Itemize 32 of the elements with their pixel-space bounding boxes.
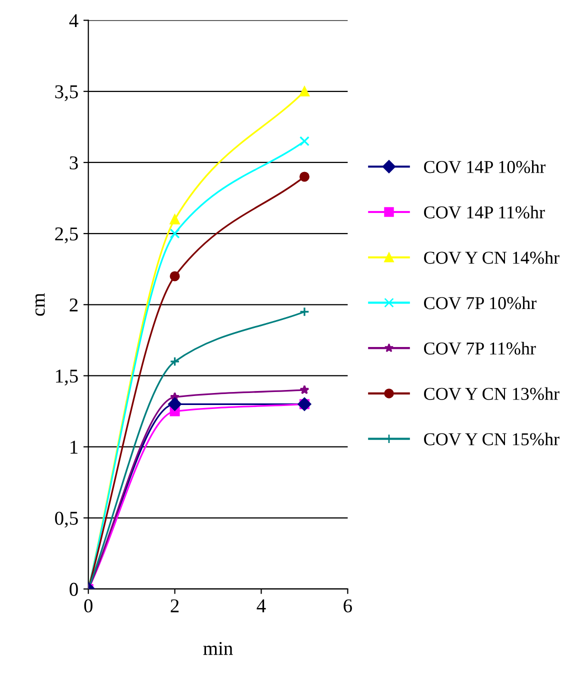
point: [300, 384, 310, 394]
point: [299, 136, 310, 146]
point: [170, 214, 180, 224]
point: [299, 86, 310, 96]
legend-label: COV Y CN 15%hr: [424, 432, 560, 446]
point: [299, 172, 310, 182]
y-tick-label: 2: [70, 298, 78, 312]
y-tick-label: 3,5: [55, 85, 78, 102]
point: [170, 356, 180, 367]
y-tick-label: 3: [70, 156, 78, 170]
legend-label: COV Y CN 13%hr: [424, 387, 560, 400]
y-tick-label: 4: [69, 14, 78, 28]
point: [299, 306, 310, 317]
x-tick-label: 4: [256, 599, 266, 612]
x-tick-label: 0: [84, 599, 92, 612]
y-tick-label: 1,5: [56, 370, 78, 386]
point: [168, 397, 182, 411]
point: [170, 228, 180, 239]
legend-label: COV 7P 10%hr: [424, 296, 537, 310]
y-tick-label: 1: [70, 440, 78, 454]
point: [170, 271, 180, 282]
y-tick-label: 0,5: [55, 512, 78, 528]
legend-label: COV 14P 10%hr: [424, 160, 546, 174]
x-axis-title: min: [203, 642, 233, 655]
legend-label: COV 14P 11%hr: [424, 206, 545, 219]
y-axis-title: cm: [35, 293, 45, 316]
legend-label: COV Y CN 14%hr: [424, 251, 560, 264]
x-tick-label: 6: [344, 599, 352, 612]
y-tick-label: 0: [70, 582, 78, 596]
x-tick-label: 2: [170, 599, 179, 612]
legend-label: COV 7P 11%hr: [424, 342, 536, 355]
y-tick-label: 2,5: [55, 227, 78, 244]
